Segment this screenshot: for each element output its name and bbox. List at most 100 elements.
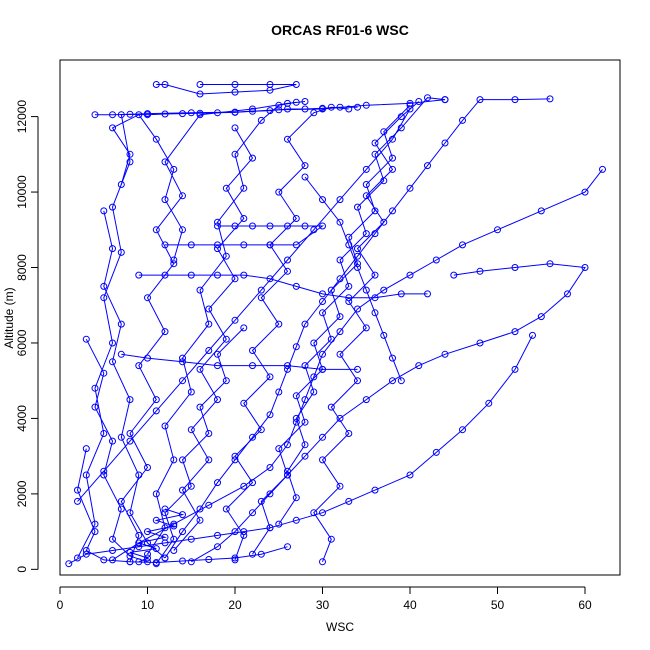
data-point <box>152 516 160 524</box>
data-point <box>144 558 151 566</box>
data-point <box>371 309 379 317</box>
data-point <box>126 437 134 445</box>
data-point <box>406 471 414 479</box>
data-point <box>345 241 353 249</box>
data-point <box>222 505 230 513</box>
data-point <box>82 335 90 343</box>
data-point <box>266 490 274 498</box>
data-point <box>581 188 589 196</box>
data-point <box>301 418 309 426</box>
data-point <box>546 95 554 103</box>
data-point <box>362 324 370 332</box>
data-point <box>345 105 353 113</box>
series-line <box>156 84 297 95</box>
data-point <box>161 524 169 532</box>
data-point <box>310 373 318 381</box>
data-point <box>249 347 256 354</box>
data-point <box>126 150 134 158</box>
data-point <box>546 260 554 268</box>
data-series <box>161 222 326 249</box>
data-series <box>152 81 300 98</box>
data-point <box>187 271 195 279</box>
data-point <box>179 192 186 200</box>
data-point <box>249 154 256 162</box>
data-point <box>292 392 300 400</box>
data-point <box>310 339 318 347</box>
data-point <box>537 313 545 321</box>
data-point <box>494 226 501 234</box>
data-point <box>74 486 81 494</box>
data-point <box>91 403 99 411</box>
data-point <box>179 226 186 234</box>
data-point <box>214 218 221 226</box>
data-point <box>371 207 379 215</box>
data-point <box>109 203 116 211</box>
x-tick-label: 20 <box>228 598 242 612</box>
data-point <box>117 350 125 358</box>
data-point <box>257 497 265 505</box>
series-line <box>252 104 411 555</box>
data-point <box>170 456 178 464</box>
data-point <box>284 362 291 370</box>
data-point <box>100 430 108 437</box>
data-point <box>599 165 606 173</box>
data-point <box>415 362 423 370</box>
data-point <box>327 535 335 543</box>
y-tick-label: 6000 <box>15 329 29 356</box>
data-point <box>231 81 239 88</box>
data-point <box>109 245 116 253</box>
data-point <box>126 509 134 517</box>
chart-title: ORCAS RF01-6 WSC <box>271 22 409 38</box>
data-point <box>91 528 99 536</box>
series-line <box>138 274 428 299</box>
data-point <box>82 547 90 554</box>
series-line <box>147 101 297 555</box>
data-point <box>222 184 230 192</box>
series-line <box>103 210 166 559</box>
data-point <box>319 104 326 112</box>
data-point <box>100 467 108 475</box>
data-point <box>345 497 353 505</box>
data-point <box>292 215 300 222</box>
data-point <box>266 275 274 283</box>
data-point <box>354 264 361 271</box>
data-point <box>170 520 178 528</box>
data-point <box>170 522 178 530</box>
data-point <box>336 350 344 358</box>
y-axis-label: Altitude (m) <box>2 287 16 348</box>
data-point <box>441 350 449 358</box>
series-line <box>155 327 245 564</box>
series-line <box>191 263 586 563</box>
data-point <box>170 256 178 264</box>
data-point <box>336 218 344 226</box>
series-line <box>164 98 551 559</box>
data-point <box>161 554 169 562</box>
data-point <box>161 81 169 88</box>
data-series <box>117 350 361 373</box>
data-point <box>275 188 283 196</box>
data-point <box>266 86 274 94</box>
data-point <box>257 426 265 434</box>
data-point <box>397 290 405 298</box>
data-point <box>354 252 361 260</box>
data-point <box>117 320 125 328</box>
data-point <box>222 252 230 260</box>
data-point <box>126 430 134 437</box>
plot-frame <box>59 59 621 576</box>
data-point <box>301 222 309 230</box>
data-point <box>362 181 370 188</box>
data-point <box>397 124 405 132</box>
data-point <box>179 511 186 519</box>
data-point <box>275 320 283 328</box>
data-point <box>152 396 160 404</box>
data-point <box>389 154 396 162</box>
data-point <box>275 445 283 453</box>
data-point <box>371 271 379 279</box>
data-point <box>319 298 326 305</box>
series-line <box>121 353 358 370</box>
data-point <box>161 241 169 249</box>
data-point <box>345 298 353 305</box>
data-point <box>161 271 169 279</box>
data-point <box>310 388 318 396</box>
data-point <box>564 290 571 298</box>
